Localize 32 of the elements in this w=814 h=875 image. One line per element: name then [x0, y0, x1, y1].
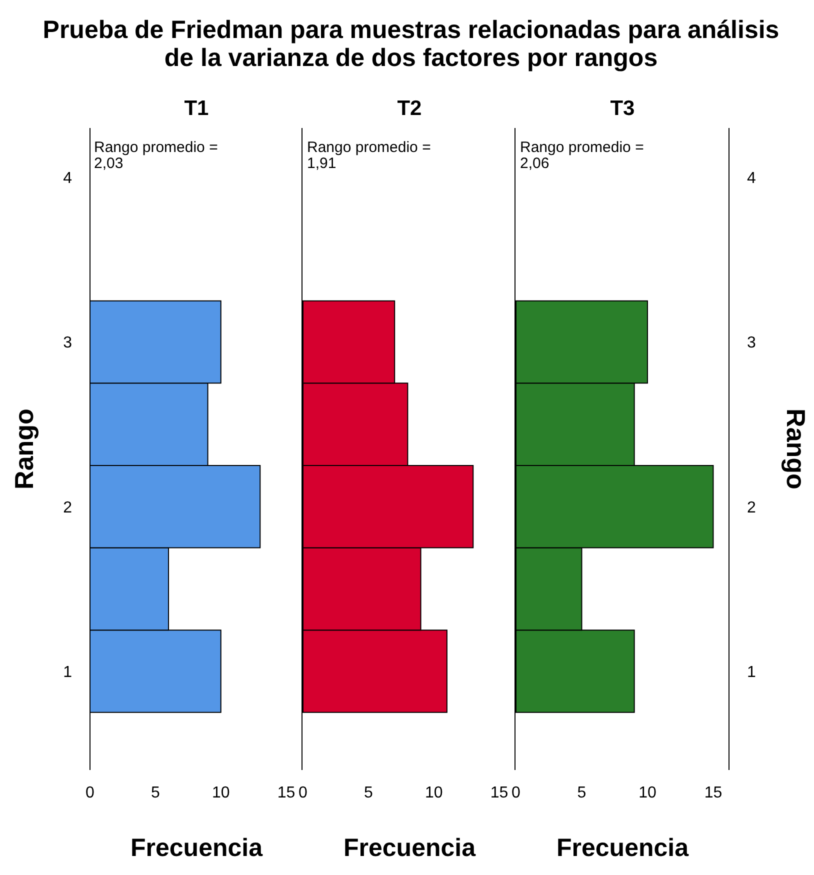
x-tick-label: 10	[424, 784, 443, 802]
y-axis-title: Rango	[780, 408, 811, 490]
x-axis-title: Frecuencia	[555, 834, 690, 863]
annotation: Rango promedio = 1,91	[307, 139, 431, 172]
annotation: Rango promedio = 2,03	[94, 139, 218, 172]
annotation: Rango promedio = 2,06	[520, 139, 644, 172]
x-axis-title: Frecuencia	[129, 834, 264, 863]
y-axis-title: Rango	[9, 408, 40, 490]
chart-subtitle: T3	[609, 96, 636, 122]
y-tick-label: 1	[63, 664, 72, 681]
text: Prueba de Friedman para muestras relacionadas para análisis de la varianza de dos factores por rangos	[42, 15, 780, 74]
x-tick-label: 5	[150, 784, 160, 802]
x-tick-label: 0	[298, 784, 308, 802]
x-tick-label: 15	[490, 784, 508, 802]
x-axis-title: Frecuencia	[342, 834, 477, 863]
y-tick-label: 4	[747, 170, 756, 188]
x-tick-label: 15	[704, 784, 722, 802]
chart-subtitle: T2	[396, 96, 423, 122]
y-tick-label: 3	[747, 334, 756, 352]
y-tick-label: 3	[63, 334, 72, 352]
x-tick-label: 10	[638, 784, 656, 802]
x-tick-label: 0	[86, 784, 95, 802]
y-tick-label: 4	[63, 170, 72, 188]
x-tick-label: 10	[212, 784, 230, 802]
x-tick-label: 0	[512, 784, 521, 802]
x-tick-label: 15	[277, 784, 296, 802]
x-tick-label: 5	[577, 784, 586, 802]
chart-subtitle: T1	[183, 96, 210, 122]
y-tick-label: 2	[63, 499, 72, 516]
y-tick-label: 2	[747, 499, 756, 516]
y-tick-label: 1	[747, 664, 756, 681]
x-tick-label: 5	[364, 784, 373, 802]
